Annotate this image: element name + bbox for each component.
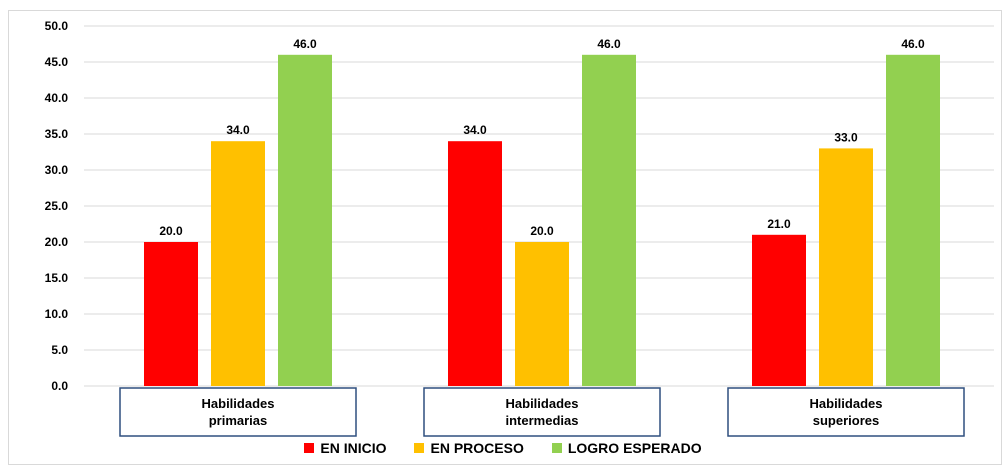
bar — [515, 242, 569, 386]
legend-swatch — [304, 443, 315, 453]
legend-item-logro-esperado: LOGRO ESPERADO — [551, 440, 702, 456]
bars — [144, 54, 940, 387]
bar — [582, 54, 636, 387]
data-label: 33.0 — [834, 130, 858, 144]
bar — [211, 141, 265, 386]
y-tick-label: 35.0 — [45, 127, 69, 141]
bar — [752, 234, 806, 386]
legend-swatch — [551, 443, 562, 453]
category-label: Habilidades primarias — [202, 396, 275, 428]
category-box — [727, 387, 965, 437]
legend-label: LOGRO ESPERADO — [567, 440, 702, 456]
data-label: 20.0 — [530, 224, 554, 238]
legend-item-en-proceso: EN PROCESO — [414, 440, 524, 456]
y-tick-label: 50.0 — [45, 19, 69, 33]
y-tick-label: 30.0 — [45, 163, 69, 177]
bar — [144, 242, 198, 386]
y-tick-label: 40.0 — [45, 91, 69, 105]
y-tick-label: 25.0 — [45, 199, 69, 213]
category-box — [119, 387, 357, 437]
data-label: 34.0 — [463, 123, 487, 137]
data-label: 20.0 — [159, 224, 183, 238]
bar — [886, 54, 940, 387]
data-labels: 20.0 34.0 21.0 34.0 20.0 33.0 46.0 46.0 46.0 — [159, 37, 925, 238]
category-label: Habilidades superiores — [810, 396, 883, 428]
data-label: 46.0 — [901, 37, 925, 51]
category-labels: Habilidades primarias Habilidades intermedi… — [119, 387, 965, 437]
y-tick-label: 5.0 — [51, 343, 68, 357]
y-tick-label: 45.0 — [45, 55, 69, 69]
data-label: 46.0 — [293, 37, 317, 51]
y-tick-label: 0.0 — [51, 379, 68, 393]
legend-item-en-inicio: EN INICIO — [304, 440, 386, 456]
legend-label: EN PROCESO — [430, 440, 524, 456]
y-tick-label: 15.0 — [45, 271, 69, 285]
y-tick-label: 10.0 — [45, 307, 69, 321]
chart-frame — [8, 10, 1002, 465]
data-label: 34.0 — [226, 123, 250, 137]
category-box — [423, 387, 661, 437]
y-tick-label: 20.0 — [45, 235, 69, 249]
legend-label: EN INICIO — [320, 440, 387, 456]
bar — [448, 141, 502, 386]
category-label: Habilidades intermedias — [506, 396, 579, 428]
bar-chart: 0.0 5.0 10.0 15.0 20.0 25.0 30.0 35.0 40.0 45.0 50… — [45, 19, 994, 437]
legend-swatch — [414, 443, 425, 453]
bar — [819, 148, 873, 386]
legend: EN INICIO EN PROCESO LOGRO ESPERADO — [0, 440, 1006, 456]
data-label: 21.0 — [767, 217, 791, 231]
bar — [278, 54, 332, 387]
data-label: 46.0 — [597, 37, 621, 51]
y-axis-ticks: 0.0 5.0 10.0 15.0 20.0 25.0 30.0 35.0 40.0 45.0 50… — [45, 19, 69, 393]
